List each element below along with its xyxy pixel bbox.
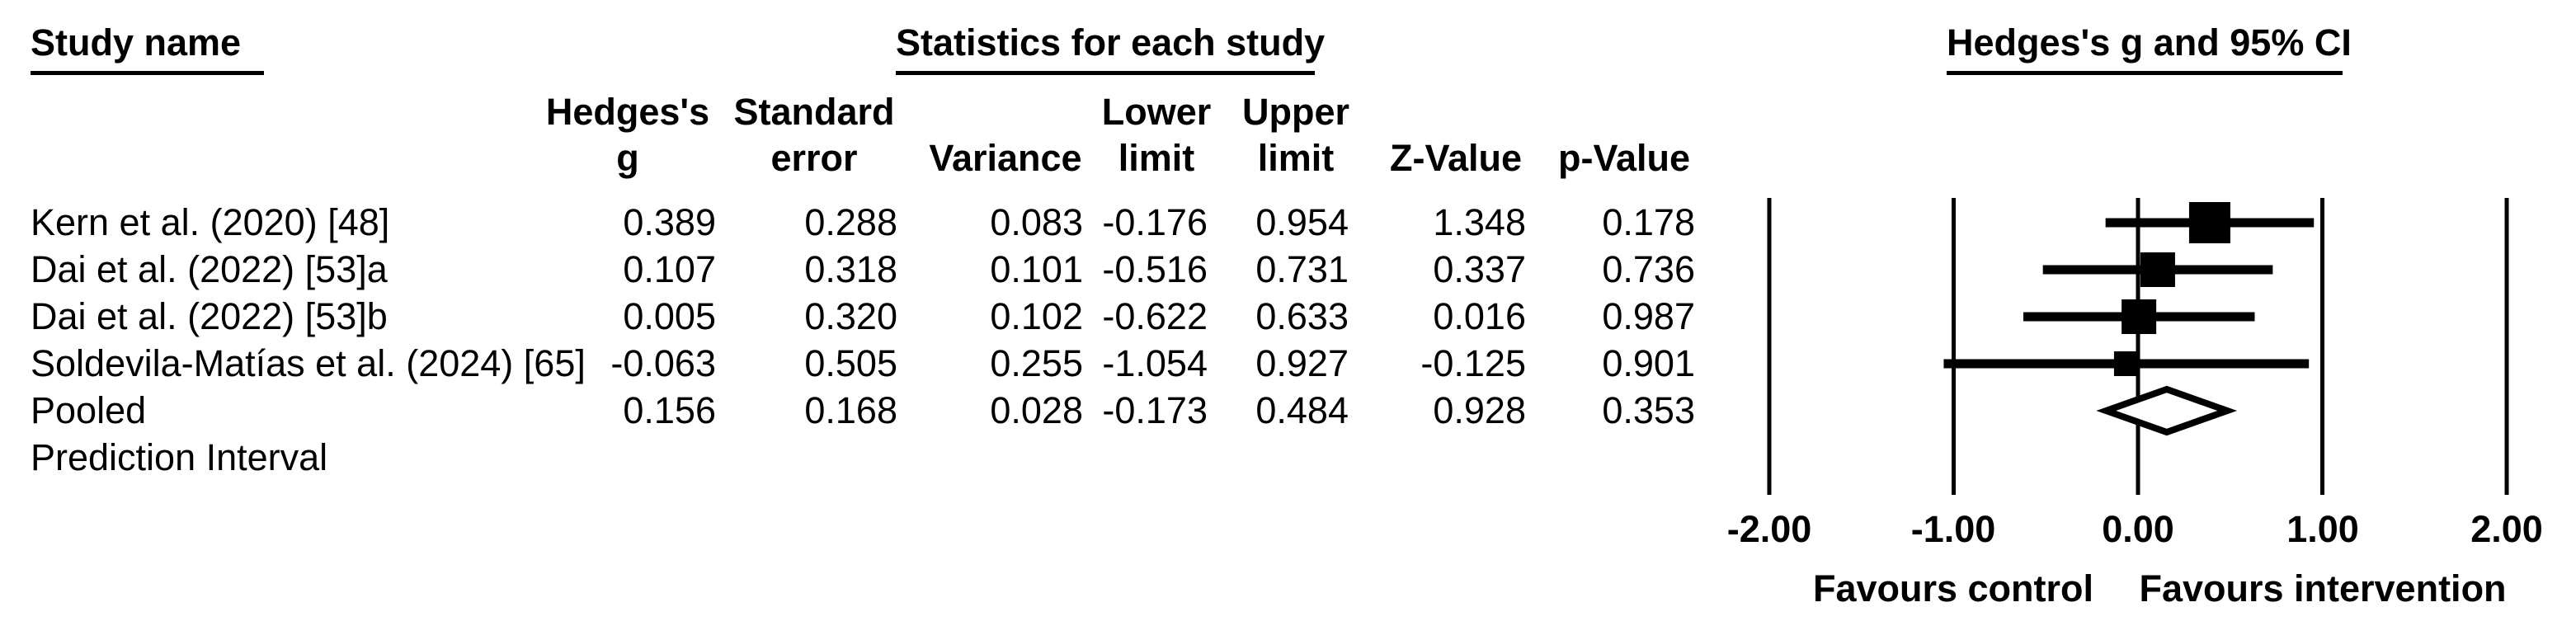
axis-tick-label: -2.00 [1726, 508, 1812, 550]
cell-standard-error: 0.505 [804, 342, 897, 384]
cell-hedges-g: 0.107 [623, 248, 716, 290]
favours-control-label: Favours control [1812, 567, 2094, 609]
col-header-line2: g [616, 137, 639, 179]
cell-lower-limit: -0.176 [1102, 201, 1208, 243]
effect-square [2188, 202, 2230, 243]
cell-hedges-g: 0.156 [623, 389, 716, 431]
cell-lower-limit: -0.173 [1102, 389, 1208, 431]
cell-p-value: 0.353 [1602, 389, 1695, 431]
col-header-line2: Z-Value [1389, 137, 1523, 179]
pooled-diamond [2096, 385, 2238, 436]
axis-tick-label: -1.00 [1910, 508, 1996, 550]
cell-upper-limit: 0.633 [1255, 295, 1349, 337]
cell-standard-error: 0.318 [804, 248, 897, 290]
col-header-line1: Hedges's [545, 91, 710, 133]
cell-upper-limit: 0.954 [1255, 201, 1349, 243]
cell-study-name: Soldevila-Matías et al. (2024) [65] [31, 342, 586, 384]
cell-study-name: Dai et al. (2022) [53]b [31, 295, 388, 337]
axis-tick-label: 0.00 [2102, 508, 2174, 550]
cell-p-value: 0.178 [1602, 201, 1695, 243]
col-header-line2: Variance [929, 137, 1082, 179]
cell-study-name: Pooled [31, 389, 147, 431]
cell-variance: 0.101 [990, 248, 1083, 290]
col-header-p-value: p-Value [1500, 89, 1748, 181]
cell-lower-limit: -1.054 [1102, 342, 1208, 384]
col-header-line2: error [770, 137, 858, 179]
axis-tick-label: 2.00 [2470, 508, 2543, 550]
cell-z-value: -0.125 [1420, 342, 1526, 384]
plot-title: Hedges's g and 95% CI [1947, 21, 2352, 75]
col-header-hedges-g: Hedges's g [504, 89, 751, 181]
study-name-title: Study name [31, 21, 265, 75]
cell-lower-limit: -0.622 [1102, 295, 1208, 337]
cell-upper-limit: 0.731 [1255, 248, 1349, 290]
col-header-line2: p-Value [1557, 137, 1691, 179]
col-header-standard-error: Standard error [690, 89, 938, 181]
cell-z-value: 1.348 [1433, 201, 1526, 243]
effect-square [2113, 351, 2139, 376]
stats-title: Statistics for each study [896, 21, 1325, 75]
cell-standard-error: 0.288 [804, 201, 897, 243]
cell-variance: 0.255 [990, 342, 1083, 384]
cell-hedges-g: -0.063 [610, 342, 716, 384]
cell-p-value: 0.901 [1602, 342, 1695, 384]
col-header-line1: Lower [1101, 91, 1212, 133]
favours-intervention-label: Favours intervention [2139, 567, 2507, 609]
effect-square [2122, 299, 2157, 334]
cell-hedges-g: 0.005 [623, 295, 716, 337]
cell-variance: 0.028 [990, 389, 1083, 431]
cell-z-value: 0.016 [1433, 295, 1526, 337]
cell-study-name: Kern et al. (2020) [48] [31, 201, 390, 243]
cell-study-name: Dai et al. (2022) [53]a [31, 248, 388, 290]
cell-z-value: 0.337 [1433, 248, 1526, 290]
cell-variance: 0.102 [990, 295, 1083, 337]
col-header-line2: limit [1257, 137, 1335, 179]
cell-p-value: 0.736 [1602, 248, 1695, 290]
cell-hedges-g: 0.389 [623, 201, 716, 243]
cell-variance: 0.083 [990, 201, 1083, 243]
cell-study-name: Prediction Interval [31, 436, 328, 478]
effect-square [2140, 252, 2175, 287]
cell-lower-limit: -0.516 [1102, 248, 1208, 290]
col-header-upper-limit: Upper limit [1172, 89, 1420, 181]
cell-p-value: 0.987 [1602, 295, 1695, 337]
axis-tick-label: 1.00 [2286, 508, 2359, 550]
col-header-line1: Upper [1241, 91, 1349, 133]
cell-upper-limit: 0.927 [1255, 342, 1349, 384]
cell-standard-error: 0.168 [804, 389, 897, 431]
col-header-line1: Standard [733, 91, 895, 133]
cell-standard-error: 0.320 [804, 295, 897, 337]
col-header-variance: Variance [882, 89, 1129, 181]
col-header-z-value: Z-Value [1332, 89, 1580, 181]
cell-z-value: 0.928 [1433, 389, 1526, 431]
col-header-lower-limit: Lower limit [1033, 89, 1280, 181]
cell-upper-limit: 0.484 [1255, 389, 1349, 431]
col-header-line2: limit [1118, 137, 1195, 179]
